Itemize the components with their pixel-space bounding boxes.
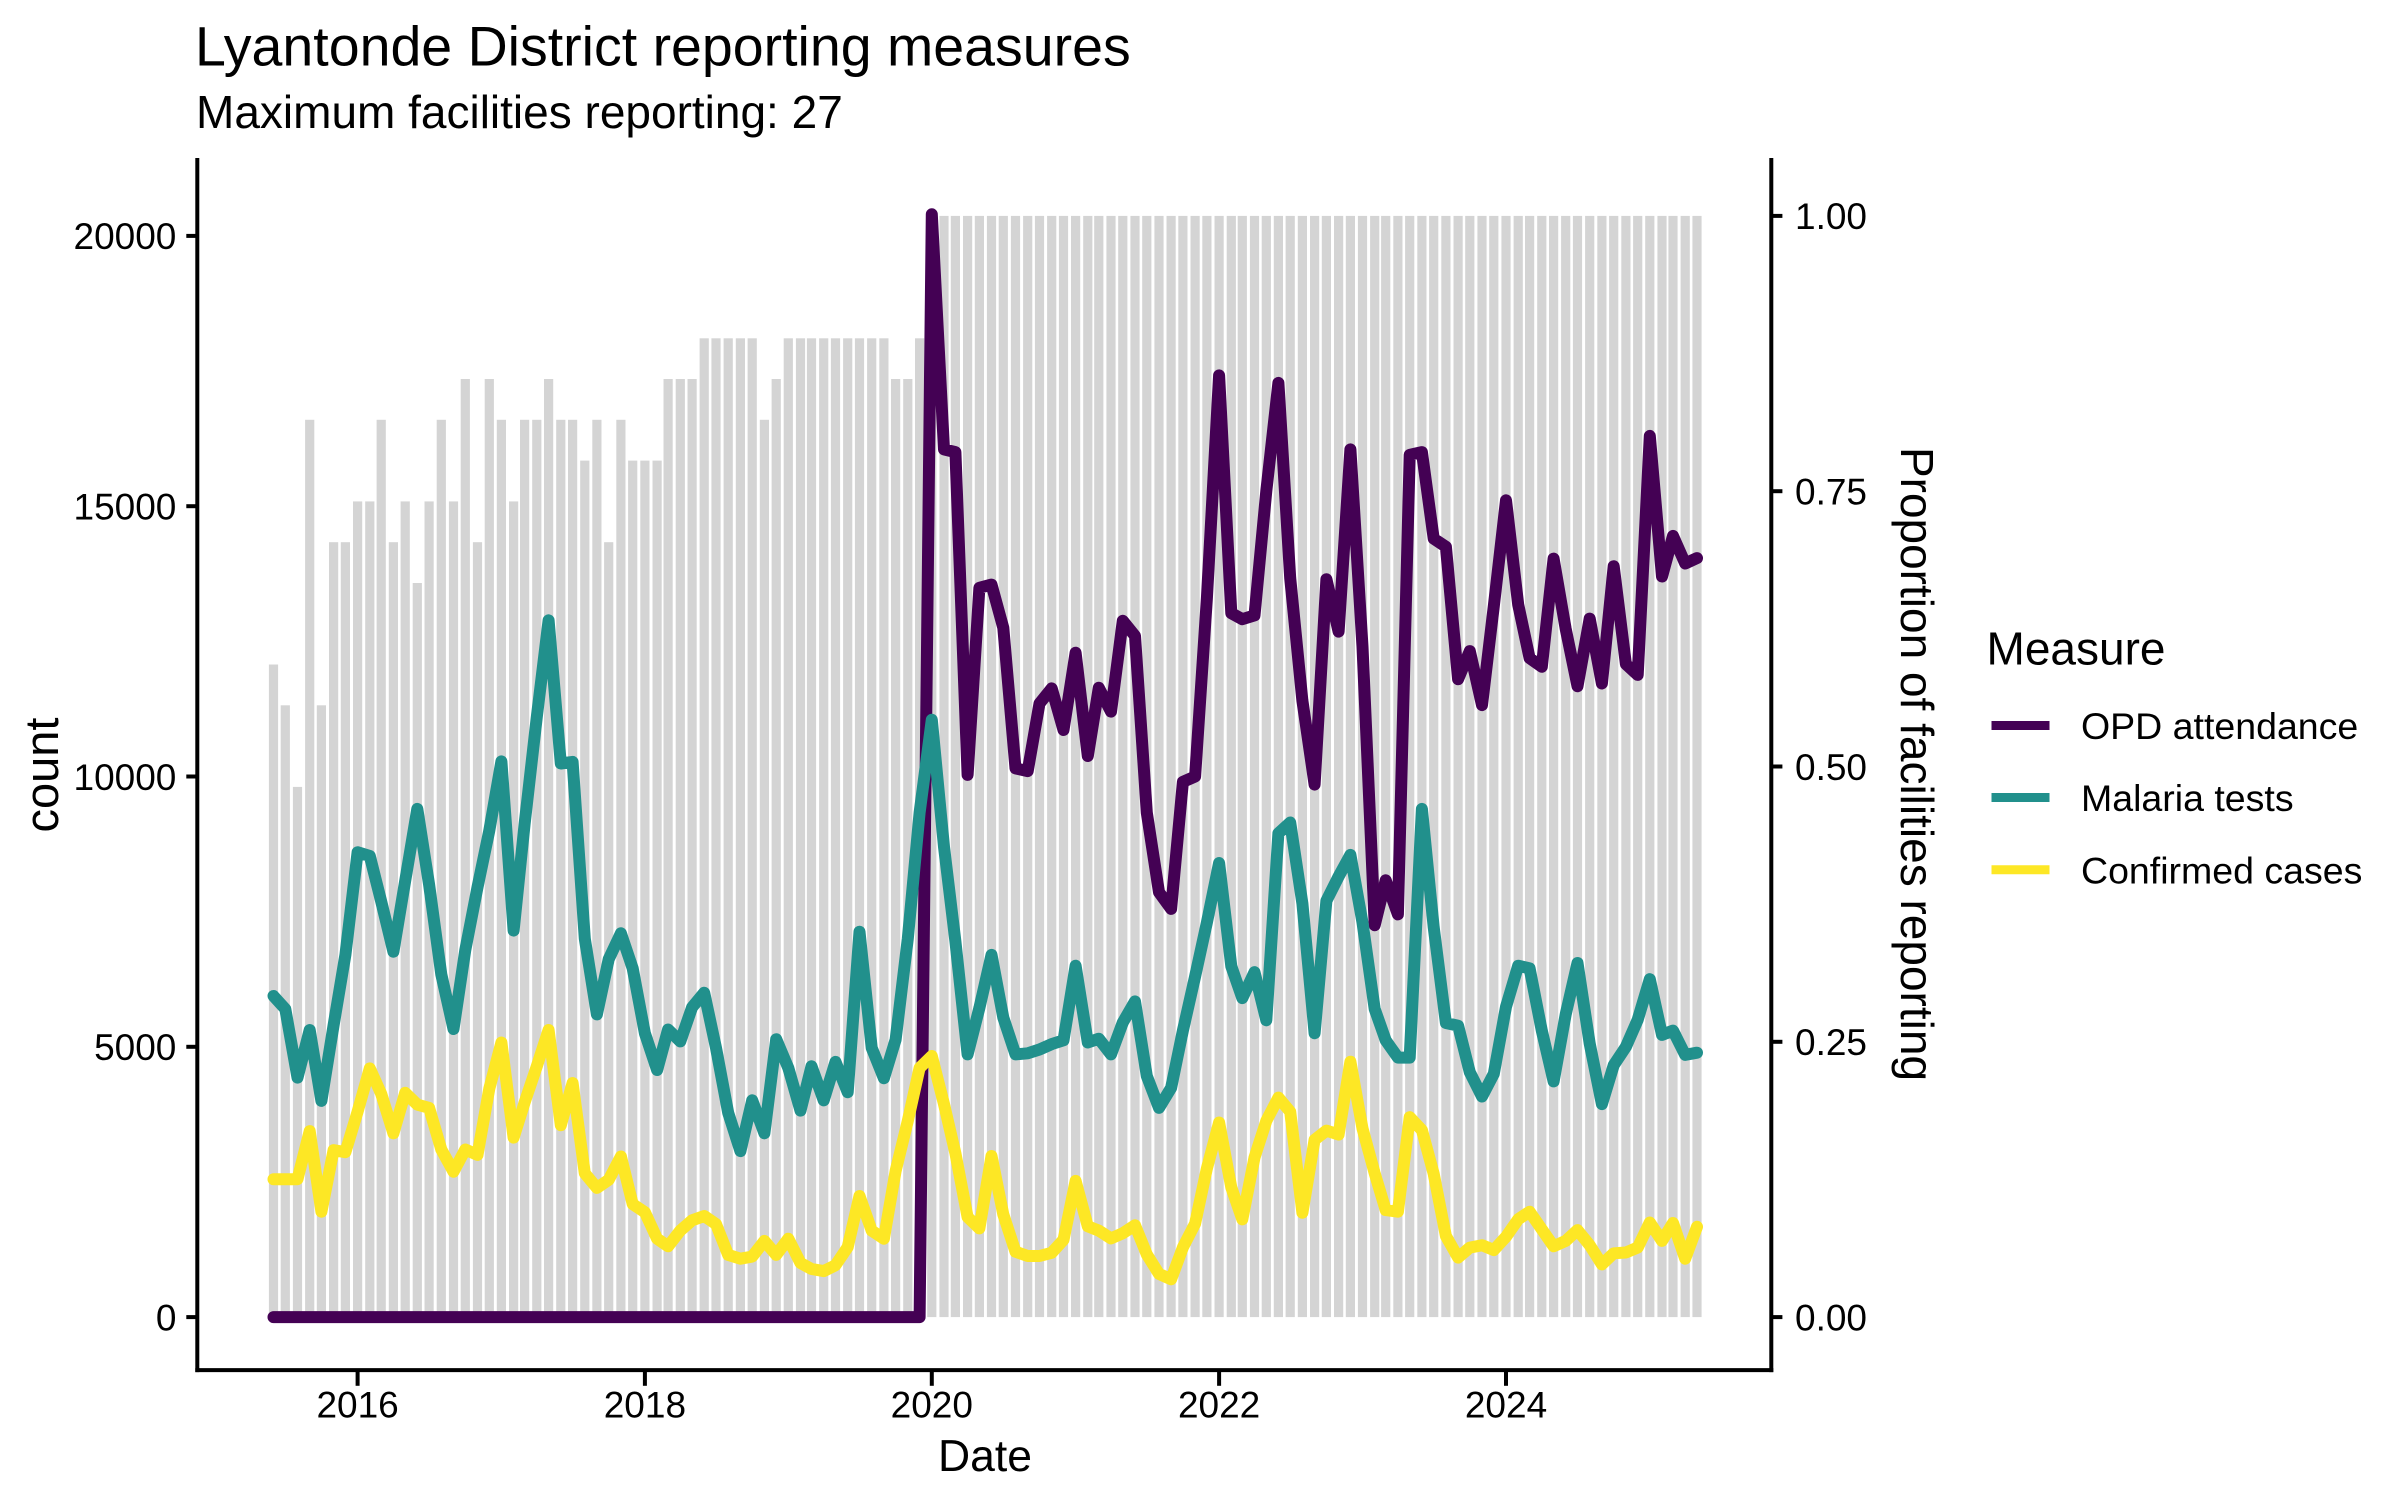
- svg-text:Date: Date: [938, 1432, 1032, 1481]
- svg-text:2020: 2020: [891, 1384, 973, 1425]
- svg-text:5000: 5000: [94, 1027, 176, 1068]
- svg-text:0.00: 0.00: [1795, 1297, 1867, 1338]
- svg-text:20000: 20000: [74, 216, 177, 257]
- svg-text:Lyantonde District reporting m: Lyantonde District reporting measures: [195, 15, 1131, 77]
- svg-text:2022: 2022: [1178, 1384, 1260, 1425]
- svg-text:Malaria tests: Malaria tests: [2081, 777, 2294, 819]
- svg-text:Maximum facilities reporting:: Maximum facilities reporting: 27: [196, 86, 843, 138]
- svg-text:10000: 10000: [74, 757, 177, 798]
- svg-text:OPD attendance: OPD attendance: [2081, 705, 2358, 747]
- svg-text:Proportion of facilities repor: Proportion of facilities reporting: [1891, 447, 1943, 1081]
- svg-text:Confirmed cases: Confirmed cases: [2081, 849, 2362, 891]
- svg-text:Measure: Measure: [1987, 622, 2166, 674]
- svg-text:15000: 15000: [74, 487, 177, 528]
- svg-text:0.25: 0.25: [1795, 1022, 1867, 1063]
- svg-text:0.75: 0.75: [1795, 472, 1867, 513]
- svg-text:0: 0: [156, 1297, 177, 1338]
- svg-text:count: count: [15, 718, 68, 833]
- svg-text:1.00: 1.00: [1795, 196, 1867, 237]
- svg-text:2018: 2018: [604, 1384, 686, 1425]
- svg-text:2024: 2024: [1465, 1384, 1547, 1425]
- svg-text:2016: 2016: [316, 1384, 398, 1425]
- svg-text:0.50: 0.50: [1795, 747, 1867, 788]
